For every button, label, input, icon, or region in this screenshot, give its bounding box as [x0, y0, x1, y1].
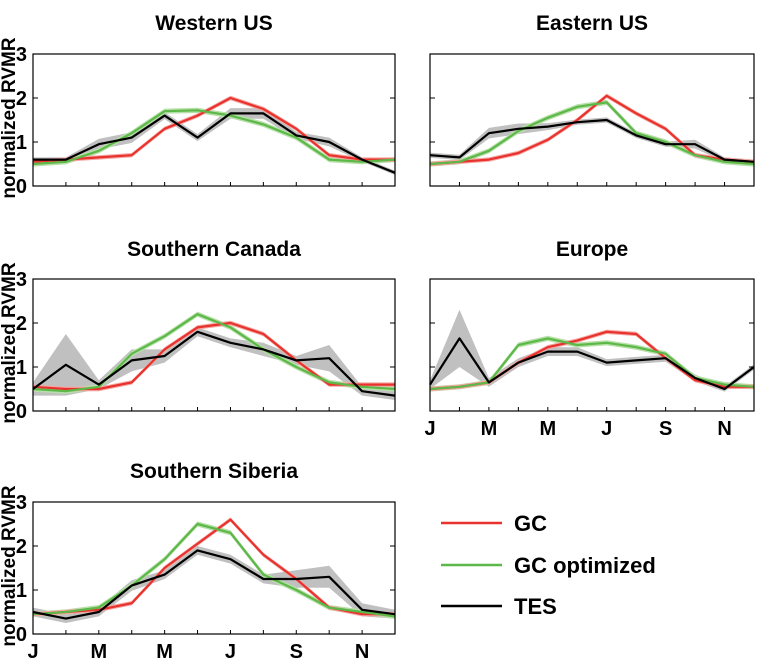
x-tick-label: M — [481, 418, 498, 440]
y-tick-label: 2 — [16, 313, 27, 335]
x-tick-label: J — [225, 641, 236, 663]
axes-box — [429, 53, 755, 187]
x-tick-label: J — [601, 418, 612, 440]
axes-box — [32, 53, 396, 187]
gc-optimized-series-line — [429, 101, 755, 166]
x-tick-label: N — [355, 641, 369, 663]
axes-box — [429, 278, 755, 412]
gc-series-line — [32, 321, 395, 391]
panel-europe: Europe J M M J S N — [424, 238, 755, 440]
x-tick-label: J — [424, 418, 435, 440]
y-tick-label: 3 — [16, 492, 27, 514]
gc-optimized-band — [33, 521, 395, 619]
axes-box — [32, 278, 396, 412]
x-tick-label: J — [27, 641, 38, 663]
tes-series-line — [32, 549, 396, 620]
legend-label: GC optimized — [514, 553, 656, 578]
panel-title: Southern Siberia — [130, 460, 298, 483]
x-tick-label: S — [290, 641, 303, 663]
tes-series-line — [429, 118, 755, 163]
gc-optimized-band — [33, 311, 395, 394]
tes-series-line — [32, 330, 396, 397]
gc-optimized-series-line — [32, 109, 396, 166]
axes-box — [32, 501, 396, 635]
panel-title: Europe — [556, 238, 628, 261]
y-tick-label: 1 — [16, 357, 27, 379]
x-tick-label: M — [156, 641, 173, 663]
tes-series-line — [33, 112, 396, 174]
y-tick-label: 1 — [16, 132, 27, 154]
tes-series-line — [429, 337, 755, 391]
y-tick-label: 2 — [16, 88, 27, 110]
y-tick-label: 1 — [16, 580, 27, 602]
tes-uncertainty-band — [33, 546, 395, 623]
gc-optimized-series-line — [32, 522, 396, 618]
tes-uncertainty-band — [33, 108, 395, 175]
legend-label: TES — [514, 594, 557, 619]
y-tick-label: 2 — [16, 536, 27, 558]
y-tick-label: 0 — [16, 624, 27, 646]
panel-eastern-us: Eastern US — [429, 12, 755, 187]
y-tick-label: 0 — [16, 401, 27, 423]
panel-title: Western US — [155, 12, 272, 35]
tes-uncertainty-band — [430, 309, 754, 392]
x-tick-label: S — [659, 418, 672, 440]
y-tick-label: 3 — [16, 269, 27, 291]
y-axis-label: normalized RVMR — [0, 262, 20, 423]
panel-title: Eastern US — [536, 12, 648, 35]
x-tick-label: N — [717, 418, 731, 440]
y-tick-label: 3 — [16, 44, 27, 66]
legend: GC GC optimized TES — [441, 511, 656, 619]
legend-label: GC — [514, 511, 547, 536]
gc-optimized-series-line — [32, 313, 396, 393]
panel-title: Southern Canada — [127, 238, 301, 261]
y-axis-label: normalized RVMR — [0, 37, 20, 198]
x-tick-label: M — [90, 641, 107, 663]
gc-series-line — [32, 96, 395, 163]
x-tick-label: M — [539, 418, 556, 440]
y-tick-label: 0 — [16, 176, 27, 198]
y-axis-label: normalized RVMR — [0, 485, 20, 646]
